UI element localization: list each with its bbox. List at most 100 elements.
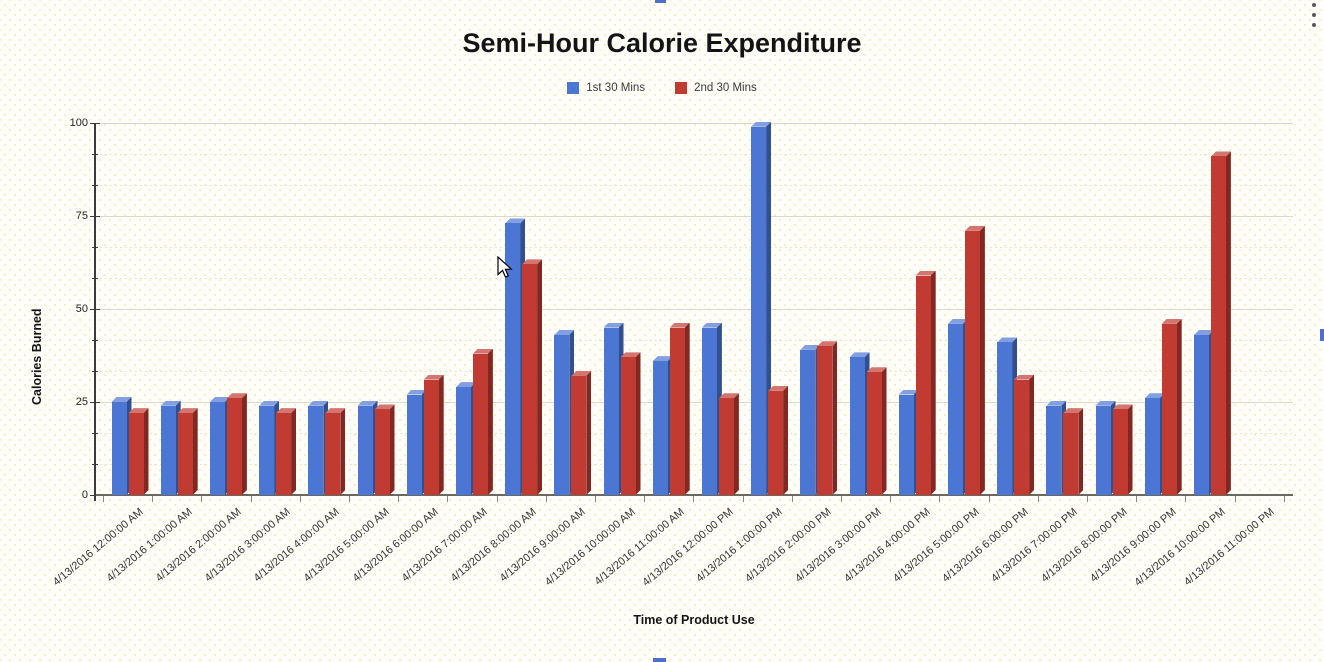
- bar-face: [193, 408, 198, 495]
- x-axis-tick: [348, 496, 350, 502]
- bar-face: [455, 387, 471, 495]
- bar-2nd-30-mins-18[interactable]: [1014, 374, 1035, 495]
- bar-face: [718, 393, 739, 399]
- bar-face: [259, 400, 280, 406]
- x-axis-tick: [1086, 496, 1088, 502]
- frame-marker-right: [1320, 329, 1324, 341]
- x-axis-tick: [545, 496, 547, 502]
- x-axis-tick: [1037, 496, 1039, 502]
- bar-2nd-30-mins-9[interactable]: [571, 370, 592, 495]
- bar-2nd-30-mins-2[interactable]: [226, 393, 247, 495]
- bar-2nd-30-mins-10[interactable]: [620, 352, 641, 495]
- x-axis-tick: [496, 496, 498, 502]
- bar-face: [1144, 398, 1160, 495]
- bar-face: [128, 408, 149, 414]
- bar-face: [947, 318, 968, 324]
- legend-item-1st-30-mins[interactable]: 1st 30 Mins: [567, 82, 645, 94]
- minor-gridline: [95, 340, 1293, 341]
- bar-face: [226, 393, 247, 399]
- bar-2nd-30-mins-6[interactable]: [423, 374, 444, 495]
- bar-face: [423, 379, 439, 495]
- bar-face: [571, 375, 587, 495]
- bar-face: [177, 408, 198, 414]
- bar-2nd-30-mins-1[interactable]: [177, 408, 198, 495]
- bar-face: [1046, 400, 1067, 406]
- bar-2nd-30-mins-5[interactable]: [374, 404, 395, 495]
- bar-face: [537, 259, 542, 495]
- bar-face: [1226, 151, 1231, 495]
- bar-face: [751, 126, 767, 495]
- x-tick-label: 4/13/2016 7:00:00 PM: [989, 506, 1081, 585]
- bar-2nd-30-mins-19[interactable]: [1063, 408, 1084, 495]
- bar-face: [915, 270, 936, 276]
- bar-face: [768, 385, 789, 391]
- x-axis-tick: [1234, 496, 1236, 502]
- bar-2nd-30-mins-14[interactable]: [817, 341, 838, 495]
- bar-face: [1014, 379, 1030, 495]
- x-axis-tick: [152, 496, 154, 502]
- bar-face: [472, 353, 488, 495]
- bar-face: [734, 393, 739, 495]
- bar-2nd-30-mins-13[interactable]: [768, 385, 789, 495]
- minor-gridline: [95, 464, 1293, 465]
- bar-face: [357, 405, 373, 495]
- bar-2nd-30-mins-12[interactable]: [718, 393, 739, 495]
- bar-2nd-30-mins-21[interactable]: [1161, 318, 1182, 495]
- bar-face: [226, 398, 242, 495]
- bar-face: [522, 264, 538, 495]
- bar-face: [751, 121, 772, 127]
- bar-1st-30-mins-13[interactable]: [751, 121, 772, 495]
- bar-2nd-30-mins-3[interactable]: [276, 408, 297, 495]
- bar-face: [423, 374, 444, 380]
- bar-face: [308, 405, 324, 495]
- bar-face: [931, 271, 936, 495]
- chart-title: Semi-Hour Calorie Expenditure: [462, 28, 862, 58]
- bar-2nd-30-mins-7[interactable]: [472, 348, 493, 495]
- bar-2nd-30-mins-11[interactable]: [669, 322, 690, 495]
- bar-face: [390, 404, 395, 495]
- x-axis-title: Time of Product Use: [633, 613, 755, 627]
- bar-face: [898, 394, 914, 495]
- bar-face: [505, 223, 521, 495]
- bar-2nd-30-mins-0[interactable]: [128, 408, 149, 495]
- bar-face: [882, 367, 887, 495]
- legend-item-2nd-30-mins[interactable]: 2nd 30 Mins: [675, 82, 757, 94]
- bar-face: [1029, 375, 1034, 495]
- x-tick-label: 4/13/2016 9:00:00 PM: [1087, 506, 1179, 585]
- bar-face: [1014, 374, 1035, 380]
- minor-gridline: [95, 247, 1293, 248]
- bar-face: [603, 322, 624, 328]
- bar-face: [488, 349, 493, 495]
- bar-face: [1063, 408, 1084, 414]
- bar-face: [701, 327, 717, 495]
- bar-face: [242, 393, 247, 495]
- bar-face: [308, 400, 329, 406]
- bar-2nd-30-mins-16[interactable]: [915, 270, 936, 495]
- bar-2nd-30-mins-15[interactable]: [866, 367, 887, 495]
- kebab-menu-icon[interactable]: [1308, 3, 1320, 27]
- x-axis-tick: [791, 496, 793, 502]
- bar-face: [1161, 318, 1182, 324]
- bar-face: [669, 327, 685, 495]
- x-tick-label: 4/13/2016 5:00:00 PM: [890, 506, 982, 585]
- bar-2nd-30-mins-4[interactable]: [325, 408, 346, 495]
- x-axis-tick: [1283, 496, 1285, 502]
- x-tick-label: 4/13/2016 12:00:00 AM: [50, 506, 146, 589]
- bar-2nd-30-mins-22[interactable]: [1210, 151, 1231, 495]
- minor-gridline: [95, 371, 1293, 372]
- bar-face: [817, 341, 838, 347]
- x-tick-label: 4/13/2016 11:00:00 PM: [1182, 506, 1277, 589]
- bar-face: [866, 372, 882, 495]
- bar-2nd-30-mins-8[interactable]: [522, 259, 543, 495]
- bar-face: [1210, 156, 1226, 495]
- bar-2nd-30-mins-20[interactable]: [1112, 404, 1133, 495]
- bar-face: [160, 400, 181, 406]
- bar-face: [964, 230, 980, 495]
- x-axis-line: [95, 494, 1293, 496]
- x-tick-label: 4/13/2016 3:00:00 PM: [792, 506, 884, 585]
- y-tick-label: 100: [69, 117, 88, 129]
- bar-face: [374, 409, 390, 495]
- x-axis-tick: [840, 496, 842, 502]
- bar-face: [1078, 408, 1083, 495]
- bar-2nd-30-mins-17[interactable]: [964, 225, 985, 495]
